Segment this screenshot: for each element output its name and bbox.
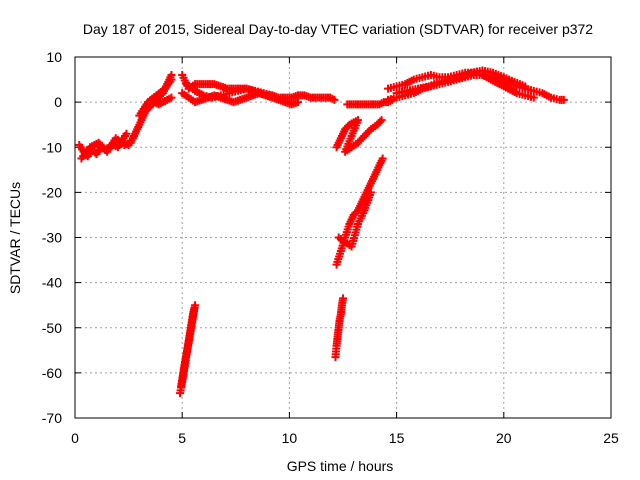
y-tick-label: -50 bbox=[42, 320, 62, 336]
data-point bbox=[529, 93, 538, 102]
series-post-gap-negatives bbox=[332, 116, 386, 156]
data-point bbox=[339, 294, 347, 303]
plot-frame bbox=[74, 56, 612, 419]
tick-labels: 0 5 10 15 20 25 10 0 -10 -20 -30 -40 -50 -60 -70 bbox=[42, 49, 619, 446]
data-point bbox=[268, 91, 277, 100]
y-tick-label: 0 bbox=[54, 94, 62, 110]
x-tick-label: 15 bbox=[389, 430, 405, 446]
x-tick-label: 10 bbox=[282, 430, 298, 446]
data-point bbox=[330, 95, 339, 104]
y-tick-label: -40 bbox=[42, 275, 62, 291]
y-tick-label: -30 bbox=[42, 230, 62, 246]
series-dip-1 bbox=[176, 301, 200, 398]
data-point bbox=[521, 82, 530, 91]
data-point bbox=[559, 95, 568, 104]
series-lower-branch-1 bbox=[146, 93, 176, 111]
data-point bbox=[366, 188, 375, 197]
data-point bbox=[378, 154, 387, 163]
y-tick-label: -60 bbox=[42, 365, 62, 381]
y-tick-label: 10 bbox=[46, 49, 62, 65]
series-start-cluster bbox=[75, 129, 135, 163]
chart-title: Day 187 of 2015, Sidereal Day-to-day VTE… bbox=[83, 21, 593, 37]
x-tick-label: 25 bbox=[603, 430, 619, 446]
y-axis-label: SDTVAR / TECUs bbox=[7, 182, 23, 294]
series-late-crossing bbox=[392, 66, 530, 98]
data-point bbox=[167, 75, 176, 84]
y-tick-label: -10 bbox=[42, 139, 62, 155]
x-tick-label: 20 bbox=[496, 430, 512, 446]
data-point bbox=[122, 129, 131, 138]
data-point bbox=[377, 116, 386, 125]
grid bbox=[75, 57, 611, 418]
y-tick-label: -70 bbox=[42, 410, 62, 426]
data-point bbox=[293, 98, 302, 107]
x-tick-label: 0 bbox=[71, 430, 79, 446]
data-points bbox=[75, 66, 568, 398]
x-tick-label: 5 bbox=[178, 430, 186, 446]
y-tick-label: -20 bbox=[42, 184, 62, 200]
data-point bbox=[376, 117, 385, 126]
x-axis-label: GPS time / hours bbox=[287, 458, 394, 474]
data-point bbox=[189, 305, 198, 314]
series-dip-2 bbox=[331, 294, 347, 362]
series-rise-2 bbox=[332, 154, 387, 269]
series-crossing-band bbox=[182, 80, 277, 102]
data-point bbox=[167, 93, 176, 102]
